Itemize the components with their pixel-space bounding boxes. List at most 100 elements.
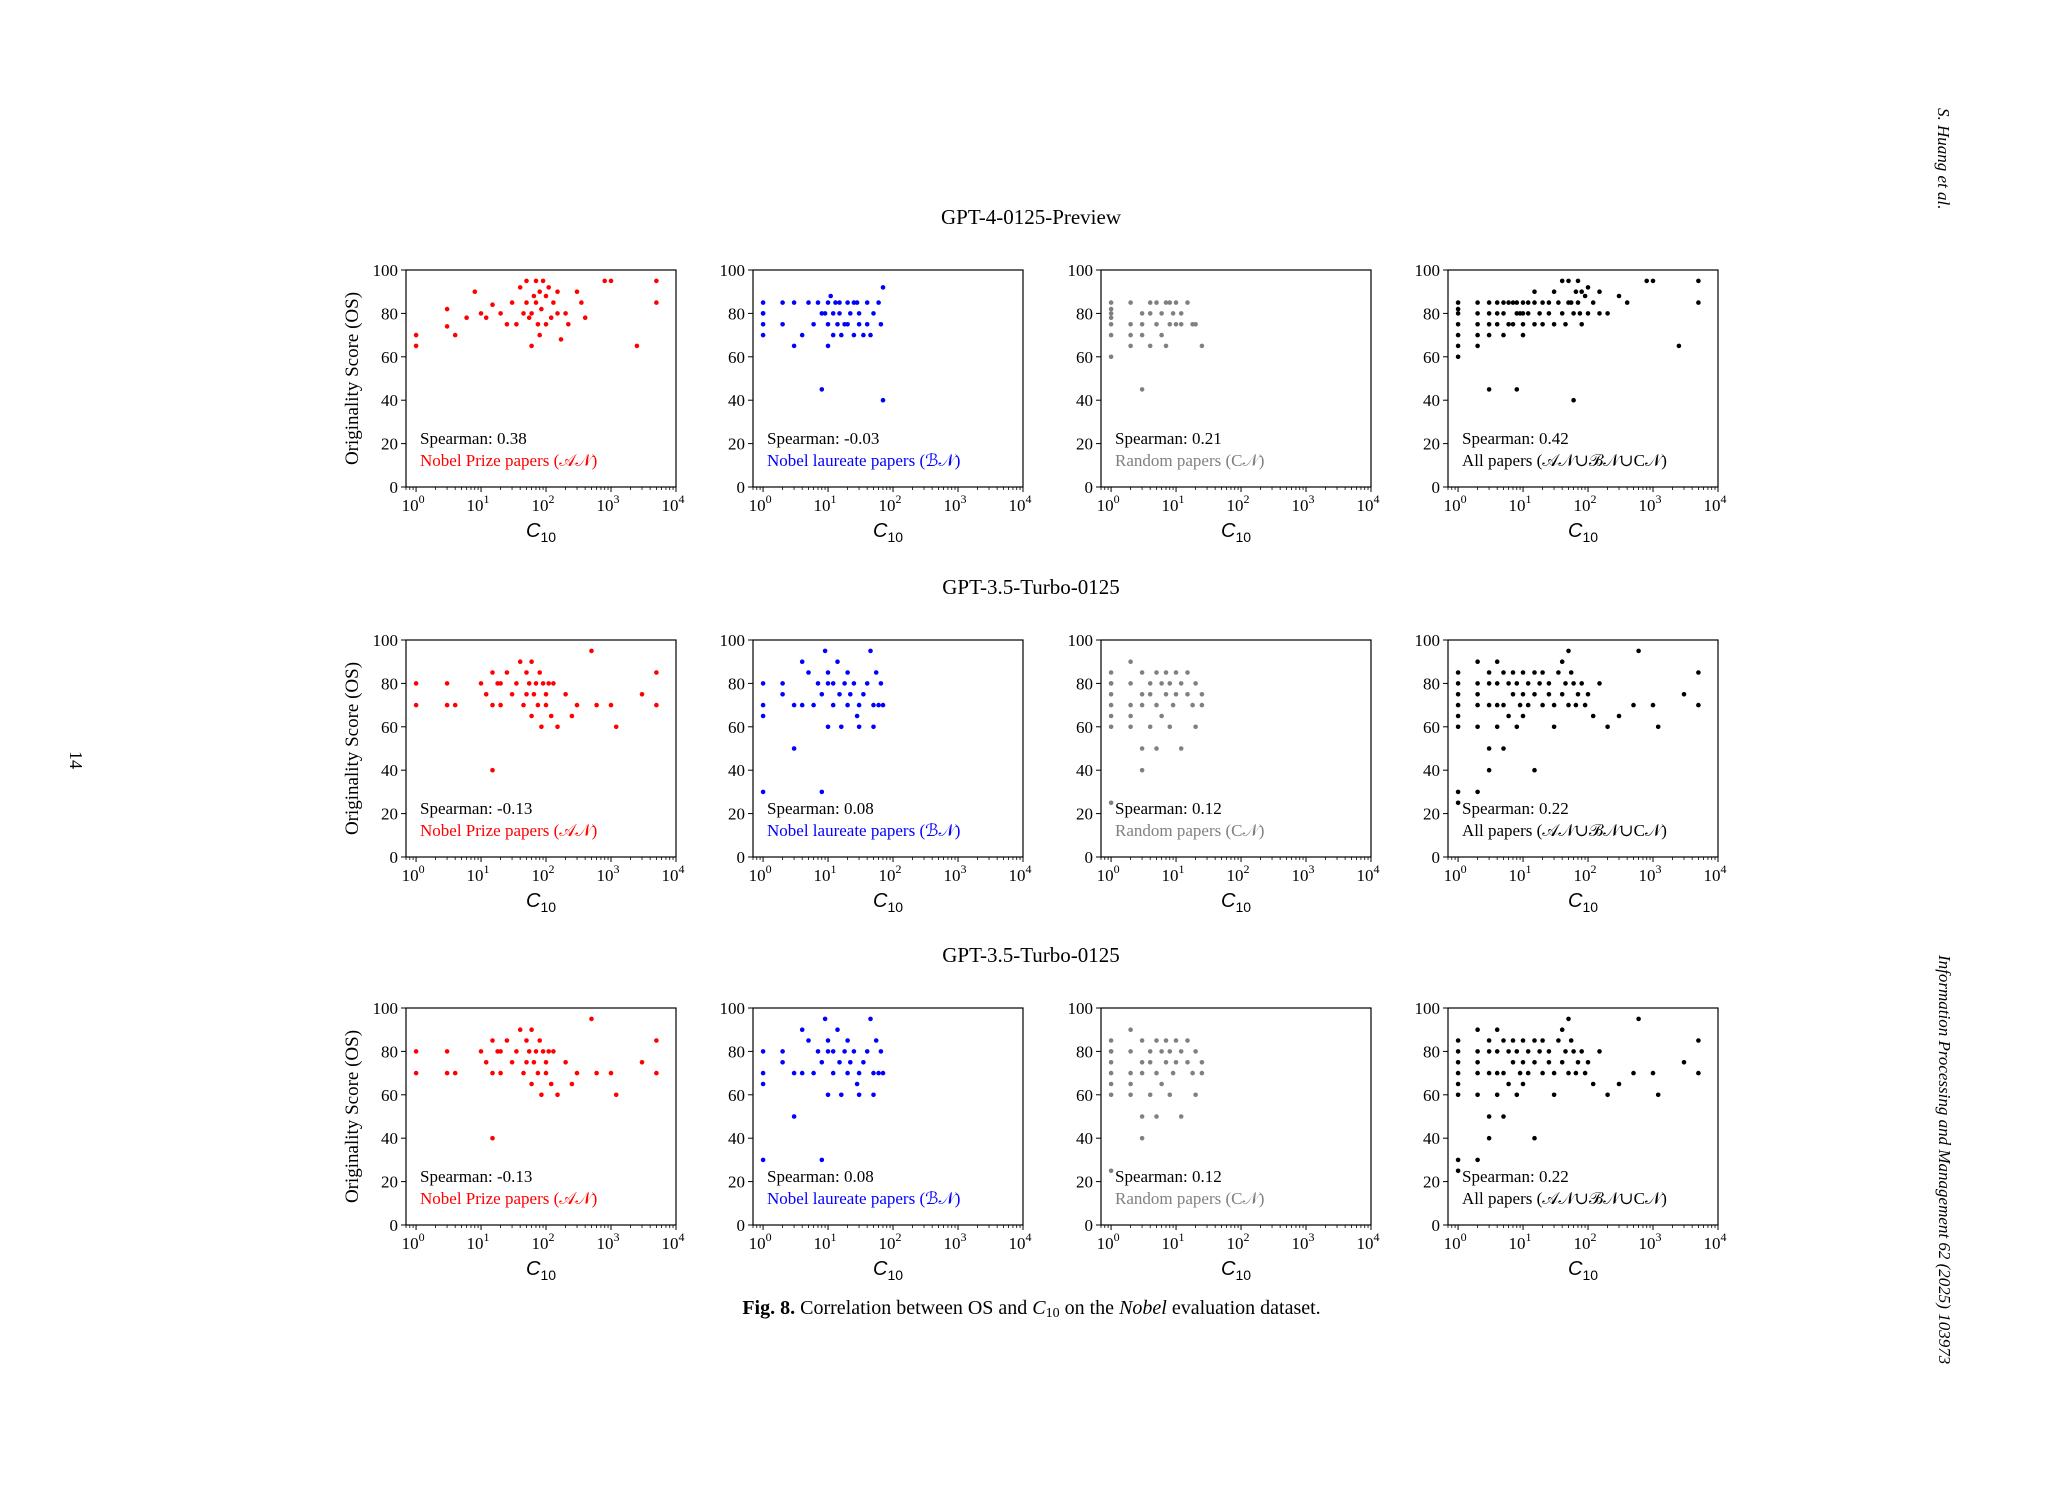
data-point <box>1167 1092 1173 1098</box>
data-point <box>1537 1049 1542 1054</box>
data-point <box>1159 311 1164 316</box>
data-point <box>1199 1070 1205 1076</box>
data-point <box>1532 1135 1537 1141</box>
data-point <box>1193 724 1198 730</box>
data-point <box>1566 648 1571 654</box>
data-point <box>483 692 489 697</box>
data-point <box>880 1070 886 1076</box>
data-point <box>1147 681 1153 686</box>
y-tick-label: 80 <box>1423 304 1440 323</box>
data-point <box>806 670 811 675</box>
data-point <box>563 1060 568 1065</box>
y-tick-label: 80 <box>1076 674 1093 693</box>
y-tick-label: 60 <box>1423 348 1440 367</box>
y-tick-label: 20 <box>1423 435 1440 454</box>
data-point <box>1108 1070 1114 1076</box>
data-point <box>613 724 619 730</box>
axes-frame <box>752 639 1024 858</box>
data-point <box>1108 1049 1114 1054</box>
data-point <box>1486 1114 1492 1119</box>
data-point <box>1455 332 1461 338</box>
data-point <box>517 1027 523 1032</box>
y-tick-label: 80 <box>1423 1042 1440 1061</box>
data-point <box>1154 1038 1159 1043</box>
data-point <box>1506 1081 1511 1087</box>
data-point <box>1147 1092 1153 1098</box>
y-tick-label: 20 <box>381 435 398 454</box>
x-tick-label: 101 <box>467 492 490 515</box>
data-point <box>1139 1038 1145 1043</box>
data-point <box>1455 1092 1461 1098</box>
x-tick-label: 104 <box>1704 1230 1727 1253</box>
data-point <box>654 702 659 708</box>
x-tick-label: 103 <box>1292 492 1315 515</box>
data-point <box>1147 1049 1153 1054</box>
data-point <box>1139 767 1145 773</box>
data-point <box>504 670 510 675</box>
data-point <box>1563 322 1568 327</box>
y-tick-label: 60 <box>381 718 398 737</box>
data-point <box>830 1070 836 1076</box>
data-point <box>848 1060 853 1065</box>
data-point <box>1455 306 1461 312</box>
data-point <box>1605 311 1610 316</box>
y-tick-label: 100 <box>1415 631 1441 650</box>
caption-text-middle: on the <box>1064 1297 1115 1319</box>
data-point <box>845 702 850 708</box>
data-point <box>1475 1157 1480 1163</box>
data-point <box>1475 300 1480 305</box>
data-point <box>864 322 870 327</box>
y-tick-label: 20 <box>1076 1173 1093 1192</box>
data-point <box>822 311 828 316</box>
data-point <box>514 681 519 686</box>
data-point <box>551 300 556 305</box>
data-point <box>1559 1060 1565 1065</box>
data-point <box>1139 387 1145 392</box>
data-point <box>876 702 881 708</box>
data-point <box>413 332 419 338</box>
data-point <box>1475 1027 1480 1032</box>
data-point <box>483 1060 489 1065</box>
data-point <box>1185 1038 1190 1043</box>
data-point <box>490 702 495 708</box>
data-point <box>1475 1092 1480 1098</box>
data-point <box>1199 343 1205 349</box>
data-point <box>1128 724 1133 730</box>
data-point <box>533 300 539 305</box>
x-tick-label: 101 <box>814 492 837 515</box>
y-tick-label: 100 <box>373 631 399 650</box>
spearman-annotation: Spearman: 0.08 <box>767 1167 874 1186</box>
data-point <box>1139 1135 1145 1141</box>
data-point <box>608 278 614 284</box>
x-axis-label: C10 <box>1568 520 1598 545</box>
data-point <box>1520 670 1526 675</box>
data-point <box>535 702 541 708</box>
data-point <box>791 343 797 349</box>
data-point <box>1108 670 1114 675</box>
data-point <box>1532 670 1537 675</box>
data-point <box>490 767 495 773</box>
data-point <box>1159 681 1164 686</box>
data-point <box>529 1027 534 1032</box>
data-point <box>524 692 529 697</box>
data-point <box>1455 702 1461 708</box>
data-point <box>825 1038 831 1043</box>
data-point <box>582 315 588 321</box>
data-point <box>1139 332 1145 338</box>
data-point <box>1128 1081 1133 1087</box>
data-point <box>1108 1081 1114 1087</box>
x-tick-label: 104 <box>662 862 685 885</box>
data-point <box>498 1049 503 1054</box>
data-point <box>540 278 546 284</box>
y-tick-label: 60 <box>1076 718 1093 737</box>
series-legend-text: Random papers (C𝒩) <box>1115 821 1264 840</box>
series-legend-text: Random papers (C𝒩) <box>1115 451 1264 470</box>
data-point <box>825 1049 831 1054</box>
x-tick-label: 104 <box>662 1230 685 1253</box>
x-axis-label: C10 <box>526 520 556 545</box>
data-point <box>594 702 599 708</box>
x-tick-label: 102 <box>1574 862 1597 885</box>
data-point <box>822 1016 828 1022</box>
data-point <box>1108 800 1114 806</box>
data-point <box>1108 724 1114 730</box>
